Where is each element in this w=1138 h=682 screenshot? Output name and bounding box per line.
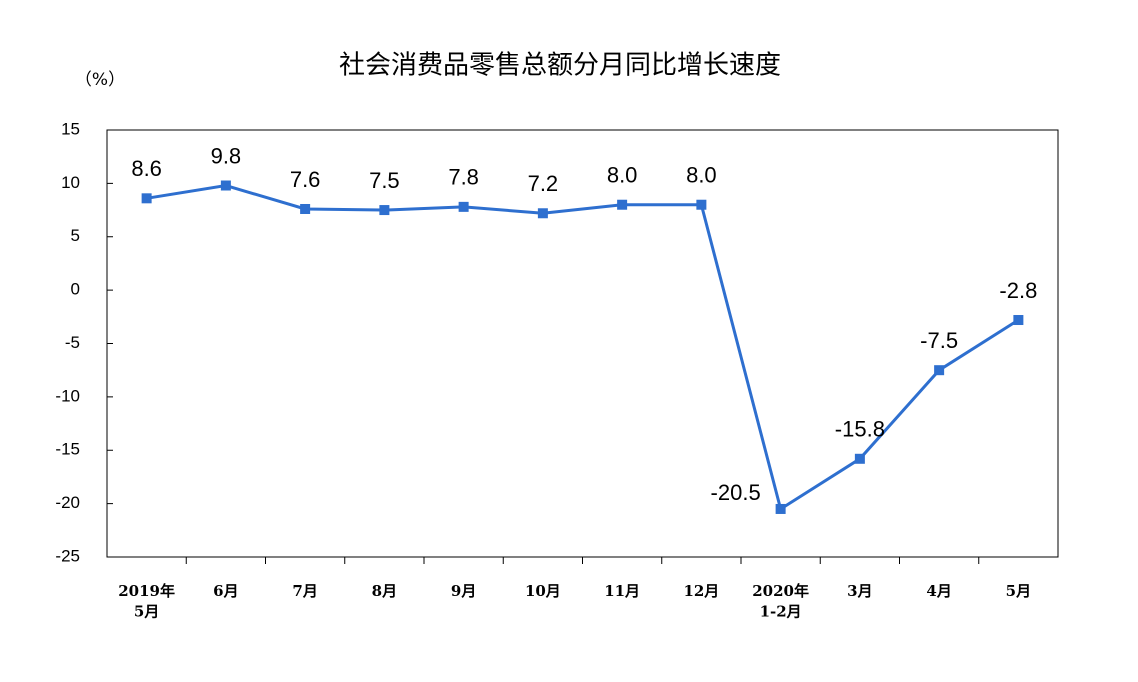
data-marker xyxy=(537,208,548,219)
x-tick-label: 7月 xyxy=(292,582,317,600)
data-label: 9.8 xyxy=(211,143,242,168)
y-axis-label: （%） xyxy=(75,70,125,90)
y-tick-label: -15 xyxy=(55,440,80,459)
data-label: 8.6 xyxy=(131,156,162,181)
data-marker xyxy=(141,193,152,204)
data-marker xyxy=(617,199,628,210)
data-marker xyxy=(934,365,945,376)
data-marker xyxy=(696,199,707,210)
data-label: 7.8 xyxy=(448,165,479,190)
data-marker xyxy=(458,201,469,212)
data-marker xyxy=(220,180,231,191)
x-tick-label: 6月 xyxy=(213,582,238,600)
data-marker xyxy=(1013,315,1024,326)
x-tick-label: 4月 xyxy=(926,582,951,600)
data-label: -15.8 xyxy=(835,417,885,442)
y-tick-label: 15 xyxy=(61,119,80,138)
x-tick-label: 3月 xyxy=(847,582,872,600)
data-line xyxy=(146,183,1020,512)
y-tick-label: -20 xyxy=(55,493,80,512)
y-tick-label: -25 xyxy=(55,546,80,565)
data-label: 7.5 xyxy=(369,168,400,193)
x-tick-label: 10月 xyxy=(525,582,561,600)
y-tick-label: -5 xyxy=(65,333,80,352)
y-tick-label: -10 xyxy=(55,386,80,405)
data-label: 7.2 xyxy=(528,171,559,196)
y-tick-label: 0 xyxy=(71,280,80,299)
x-tick-label: 5月 xyxy=(1006,582,1031,600)
x-tick-label: 9月 xyxy=(451,582,476,600)
data-marker xyxy=(775,503,786,514)
chart-title: 社会消费品零售总额分月同比增长速度 xyxy=(339,51,781,81)
x-tick-label: 2019年 5月 xyxy=(118,582,175,620)
x-tick-label: 11月 xyxy=(604,582,640,600)
y-tick-label: 10 xyxy=(61,173,80,192)
data-label: -7.5 xyxy=(920,328,958,353)
data-label: 8.0 xyxy=(686,163,717,188)
data-marker xyxy=(379,205,390,216)
data-label: -2.8 xyxy=(999,278,1037,303)
x-tick-label: 8月 xyxy=(372,582,397,600)
data-marker xyxy=(854,453,865,464)
data-label: -20.5 xyxy=(711,480,761,505)
x-tick-label: 12月 xyxy=(683,582,719,600)
data-marker xyxy=(300,203,311,214)
y-tick-label: 5 xyxy=(71,226,80,245)
data-label: 8.0 xyxy=(607,163,638,188)
x-tick-label: 2020年 1-2月 xyxy=(752,582,809,620)
data-label: 7.6 xyxy=(290,167,321,192)
